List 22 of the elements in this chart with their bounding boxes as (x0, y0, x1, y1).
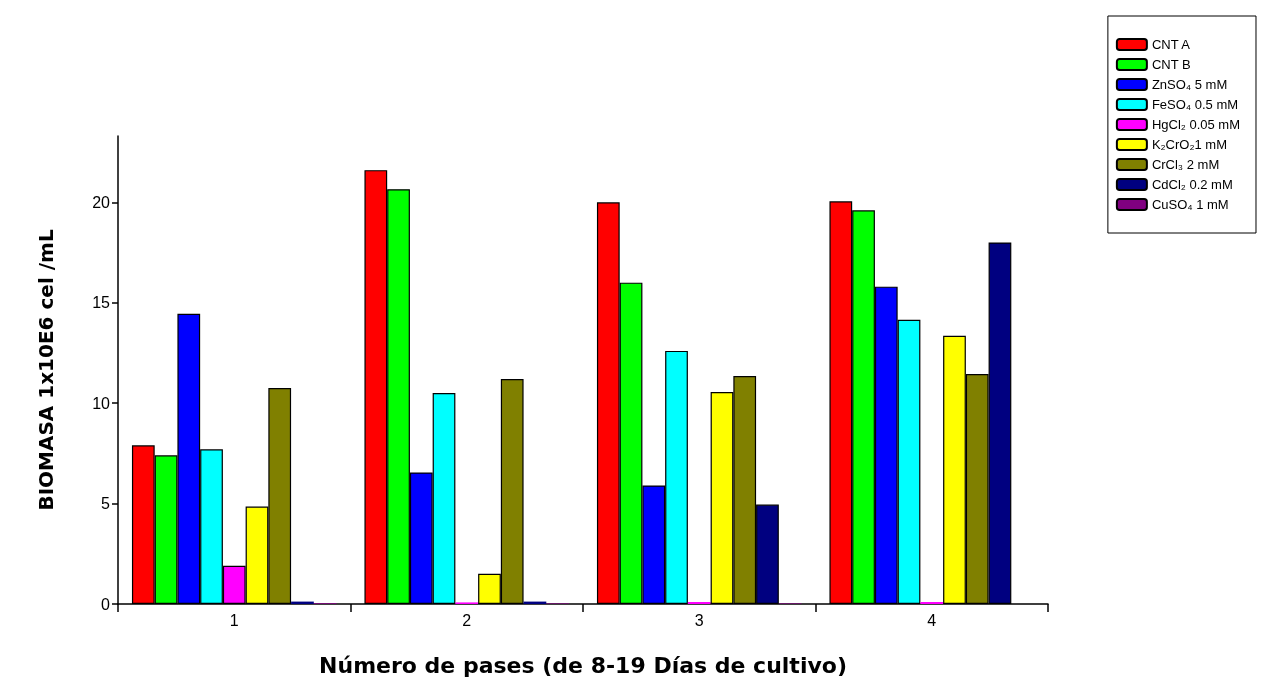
legend-label: CNT A (1151, 37, 1191, 52)
legend-label: FeSO₄ 0.5 mM (1151, 97, 1239, 112)
y-tick-label: 10 (92, 394, 111, 412)
legend-label: ZnSO₄ 5 mM (1151, 77, 1228, 92)
x-tick-label: 4 (927, 611, 937, 629)
y-tick-label: 15 (92, 294, 111, 312)
y-tick-label: 5 (101, 495, 111, 513)
x-axis-title: Número de pases (de 8-19 Días de cultivo) (319, 652, 847, 678)
bar (920, 601, 944, 604)
y-tick-label: 0 (101, 595, 111, 613)
legend-label: CrCl₃ 2 mM (1151, 157, 1220, 172)
legend-label: K₂CrO₂1 mM (1151, 137, 1227, 152)
x-tick-label: 3 (694, 611, 704, 629)
x-tick-label: 1 (229, 611, 239, 629)
legend-label: CNT B (1151, 57, 1191, 72)
legend-label: CdCl₂ 0.2 mM (1151, 177, 1233, 192)
legend-label: CuSO₄ 1 mM (1151, 197, 1229, 212)
legend-label: HgCl₂ 0.05 mM (1151, 117, 1240, 132)
x-tick-label: 2 (462, 611, 472, 629)
y-axis-title: BIOMASA 1x10E6 cel /mL (34, 229, 58, 511)
bar (687, 601, 711, 604)
y-tick-label: 20 (92, 193, 111, 211)
